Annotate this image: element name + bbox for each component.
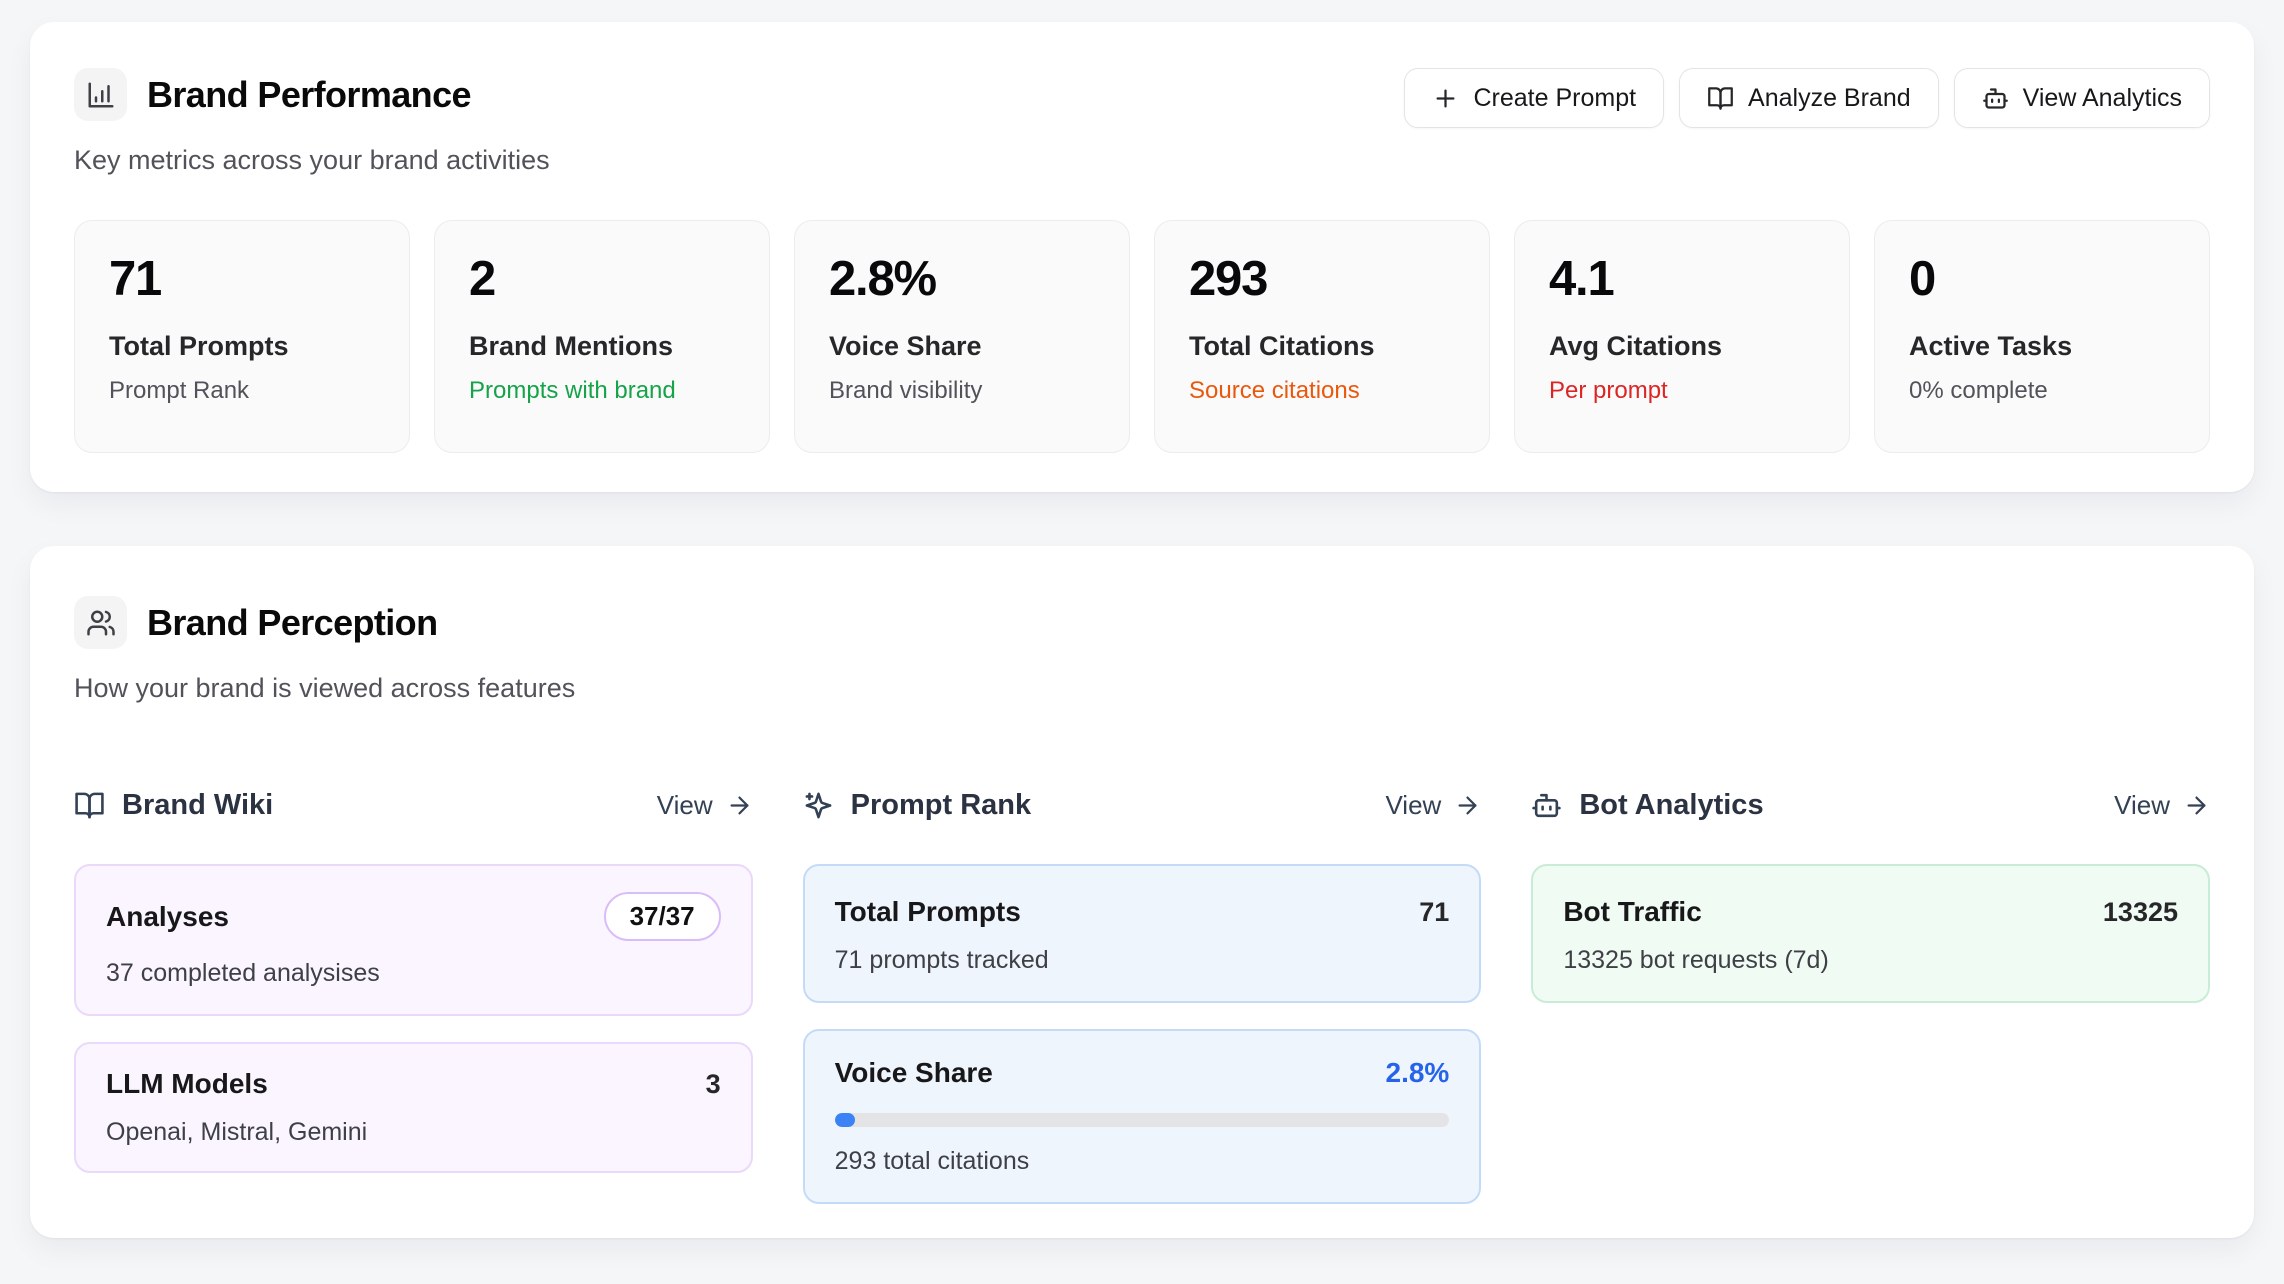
- metric-value: 2: [469, 251, 735, 307]
- bot-traffic-card: Bot Traffic 13325 13325 bot requests (7d…: [1531, 864, 2210, 1003]
- action-buttons: Create Prompt Analyze Brand View Analyti…: [1404, 68, 2210, 128]
- brand-wiki-view-link[interactable]: View: [657, 790, 753, 821]
- card-subtitle: 71 prompts tracked: [835, 946, 1450, 975]
- metric-sub: Brand visibility: [829, 377, 1095, 405]
- card-value: 71: [1419, 897, 1449, 928]
- view-link-label: View: [657, 790, 713, 821]
- voice-share-progress-fill: [835, 1113, 855, 1127]
- card-subtitle: 37 completed analysises: [106, 959, 721, 988]
- view-analytics-button[interactable]: View Analytics: [1954, 68, 2210, 128]
- users-icon: [74, 596, 127, 649]
- metric-value: 293: [1189, 251, 1455, 307]
- card-title: Bot Traffic: [1563, 896, 1701, 928]
- view-link-label: View: [1385, 790, 1441, 821]
- section-subtitle: How your brand is viewed across features: [74, 673, 575, 704]
- metric-label: Active Tasks: [1909, 331, 2175, 362]
- metric-value: 71: [109, 251, 375, 307]
- bot-icon: [1531, 790, 1562, 821]
- plus-icon: [1432, 85, 1459, 112]
- arrow-right-icon: [2183, 792, 2210, 819]
- card-title: Voice Share: [835, 1057, 993, 1089]
- llm-models-card: LLM Models 3 Openai, Mistral, Gemini: [74, 1042, 753, 1173]
- metric-card-brand-mentions: 2 Brand Mentions Prompts with brand: [434, 220, 770, 453]
- metric-sub: Prompt Rank: [109, 377, 375, 405]
- analyses-card: Analyses 37/37 37 completed analysises: [74, 864, 753, 1016]
- metric-card-total-prompts: 71 Total Prompts Prompt Rank: [74, 220, 410, 453]
- metric-sub: 0% complete: [1909, 377, 2175, 405]
- card-title: Analyses: [106, 901, 229, 933]
- metric-label: Brand Mentions: [469, 331, 735, 362]
- metric-value: 0: [1909, 251, 2175, 307]
- arrow-right-icon: [726, 792, 753, 819]
- page-title: Brand Performance: [147, 74, 471, 116]
- bot-analytics-column: Bot Analytics View Bot Traffic 13325 133…: [1531, 782, 2210, 1003]
- total-prompts-card: Total Prompts 71 71 prompts tracked: [803, 864, 1482, 1003]
- book-open-icon: [74, 790, 105, 821]
- metric-label: Total Citations: [1189, 331, 1455, 362]
- analyze-brand-label: Analyze Brand: [1748, 84, 1911, 113]
- column-title: Brand Wiki: [122, 789, 273, 822]
- analyze-brand-button[interactable]: Analyze Brand: [1679, 68, 1939, 128]
- column-title: Bot Analytics: [1579, 789, 1763, 822]
- metric-label: Total Prompts: [109, 331, 375, 362]
- voice-share-card: Voice Share 2.8% 293 total citations: [803, 1029, 1482, 1204]
- card-title: LLM Models: [106, 1068, 268, 1100]
- prompt-rank-view-link[interactable]: View: [1385, 790, 1481, 821]
- metric-value: 4.1: [1549, 251, 1815, 307]
- card-subtitle: 293 total citations: [835, 1147, 1450, 1176]
- metric-card-voice-share: 2.8% Voice Share Brand visibility: [794, 220, 1130, 453]
- metric-value: 2.8%: [829, 251, 1095, 307]
- card-value: 3: [706, 1069, 721, 1100]
- page-subtitle: Key metrics across your brand activities: [74, 145, 550, 176]
- card-value: 13325: [2103, 897, 2178, 928]
- voice-share-progress-track: [835, 1113, 1450, 1127]
- card-subtitle: 13325 bot requests (7d): [1563, 946, 2178, 975]
- metric-label: Avg Citations: [1549, 331, 1815, 362]
- column-title: Prompt Rank: [851, 789, 1031, 822]
- metric-label: Voice Share: [829, 331, 1095, 362]
- brand-performance-panel: Brand Performance Key metrics across you…: [30, 22, 2254, 492]
- metric-card-avg-citations: 4.1 Avg Citations Per prompt: [1514, 220, 1850, 453]
- metric-sub: Source citations: [1189, 377, 1455, 405]
- brand-perception-panel: Brand Perception How your brand is viewe…: [30, 546, 2254, 1238]
- create-prompt-button[interactable]: Create Prompt: [1404, 68, 1664, 128]
- metrics-grid: 71 Total Prompts Prompt Rank 2 Brand Men…: [74, 220, 2210, 453]
- card-subtitle: Openai, Mistral, Gemini: [106, 1118, 721, 1147]
- brand-wiki-column: Brand Wiki View Analyses 37/37 37 comple…: [74, 782, 753, 1173]
- card-title: Total Prompts: [835, 896, 1021, 928]
- metric-card-active-tasks: 0 Active Tasks 0% complete: [1874, 220, 2210, 453]
- metric-sub: Per prompt: [1549, 377, 1815, 405]
- metric-card-total-citations: 293 Total Citations Source citations: [1154, 220, 1490, 453]
- voice-share-percent: 2.8%: [1386, 1057, 1450, 1089]
- feature-columns: Brand Wiki View Analyses 37/37 37 comple…: [74, 782, 2210, 1204]
- sparkles-icon: [803, 790, 834, 821]
- analyses-count-badge: 37/37: [604, 892, 721, 941]
- prompt-rank-column: Prompt Rank View Total Prompts 71 71 pro…: [803, 782, 1482, 1204]
- bot-analytics-view-link[interactable]: View: [2114, 790, 2210, 821]
- arrow-right-icon: [1454, 792, 1481, 819]
- create-prompt-label: Create Prompt: [1473, 84, 1636, 113]
- section-title: Brand Perception: [147, 602, 437, 644]
- bar-chart-icon: [74, 68, 127, 121]
- bot-icon: [1982, 85, 2009, 112]
- metric-sub: Prompts with brand: [469, 377, 735, 405]
- view-analytics-label: View Analytics: [2023, 84, 2182, 113]
- view-link-label: View: [2114, 790, 2170, 821]
- book-open-icon: [1707, 85, 1734, 112]
